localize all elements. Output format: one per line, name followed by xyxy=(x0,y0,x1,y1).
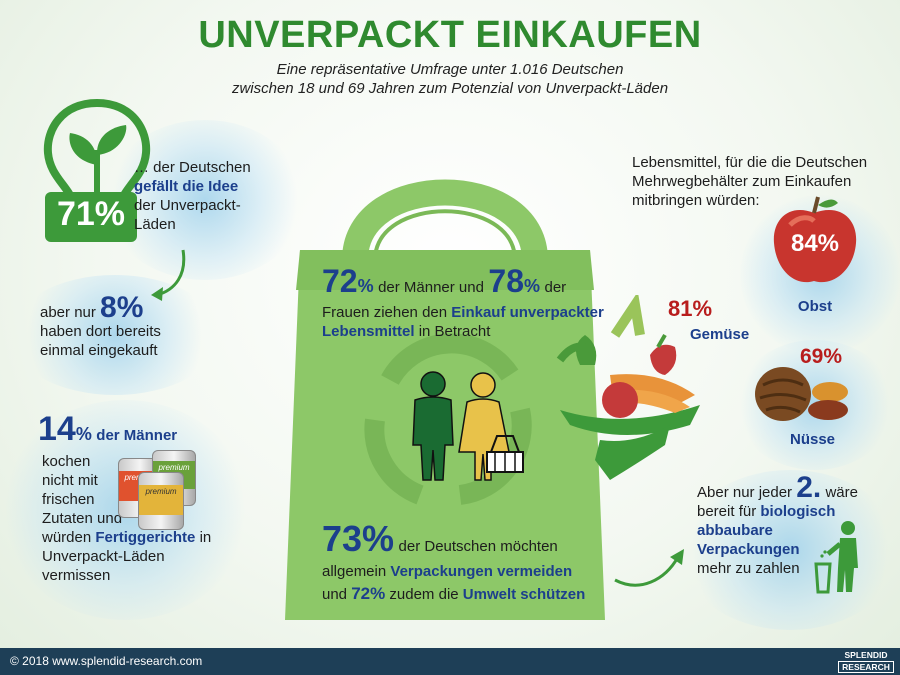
pay-text: Aber nur jeder 2. wäre bereit für biolog… xyxy=(697,473,897,578)
men-cook-percent: 14 xyxy=(38,410,76,448)
bought-text: aber nur 8% haben dort bereits einmal ei… xyxy=(40,293,220,360)
avoid-line-3-percent: 72% xyxy=(351,584,386,603)
obst-label: Obst xyxy=(797,298,833,315)
subtitle-line-1: Eine repräsentative Umfrage unter 1.016 … xyxy=(276,61,624,78)
logo-line-1: SPLENDID xyxy=(844,650,888,660)
can-label: premium xyxy=(139,485,183,515)
page-title: UNVERPACKT EINKAUFEN xyxy=(198,14,702,56)
arrow-right-icon xyxy=(614,549,684,587)
gemuese-percent: 81% xyxy=(668,296,713,321)
consider-men-text: der Männer und xyxy=(378,279,484,296)
men-cook-line-7: vermissen xyxy=(42,567,111,584)
recycling-person-icon xyxy=(814,521,858,594)
bought-line-3: einmal eingekauft xyxy=(40,342,158,359)
consider-line-3-post: in Betracht xyxy=(418,323,491,340)
vegetables-hand-icon xyxy=(556,295,700,480)
couple-icon xyxy=(412,371,524,481)
men-cook-line-2: nicht mit xyxy=(42,472,98,489)
idea-percent-badge xyxy=(45,192,137,242)
consider-pct-sign: % xyxy=(357,276,374,296)
men-cook-line-4: Zutaten und xyxy=(42,510,123,527)
logo-line-2: RESEARCH xyxy=(838,661,894,673)
consider-line-3-highlight: Lebensmittel xyxy=(322,323,415,340)
bubble-pay xyxy=(680,470,900,630)
consider-men-percent: 72 xyxy=(322,263,358,299)
idea-percent: 71% xyxy=(56,195,126,233)
bought-line-2: haben dort bereits xyxy=(40,323,161,340)
men-cook-text: kochen nicht mit frischen Zutaten und wü… xyxy=(42,452,242,585)
consider-women-text: der xyxy=(544,279,567,296)
consider-women-percent: 78 xyxy=(488,263,525,299)
men-cook-line-5-post: in xyxy=(199,529,212,546)
obst-percent: 84% xyxy=(790,230,840,257)
avoid-line-3-highlight: Umwelt schützen xyxy=(462,586,586,603)
idea-text: … der Deutschen gefällt die Idee der Unv… xyxy=(134,158,294,234)
bought-percent: 8% xyxy=(100,291,144,324)
men-cook-percent-sign: % xyxy=(75,424,92,444)
nuts-icon xyxy=(755,367,848,421)
avoid-line-1: der Deutschen möchten xyxy=(398,538,558,555)
avoid-percent: 73% xyxy=(322,518,395,559)
idea-post-1: der Unverpackt- xyxy=(134,197,241,214)
pay-num: 2. xyxy=(796,471,822,504)
page-subtitle: Eine repräsentative Umfrage unter 1.016 … xyxy=(0,60,900,98)
pay-line-3: abbaubare xyxy=(697,522,773,539)
apple-icon xyxy=(773,196,857,283)
consider-line-2-highlight: Einkauf unverpackter xyxy=(451,304,604,321)
bought-pre: aber nur xyxy=(40,304,96,321)
subtitle-line-2: zwischen 18 und 69 Jahren zum Potenzial … xyxy=(231,80,669,97)
consider-line-2-pre: Frauen ziehen den xyxy=(322,304,448,321)
avoid-text: 73% der Deutschen möchten allgemein Verp… xyxy=(322,518,632,604)
idea-pre: … der Deutschen xyxy=(134,159,251,176)
containers-intro-3: mitbringen würden: xyxy=(632,192,760,209)
men-cook-head: der Männer xyxy=(96,427,178,444)
containers-intro-1: Lebensmittel, für die die Deutschen xyxy=(632,154,868,171)
idea-post-2: Läden xyxy=(134,216,176,233)
men-cook-line-3: frischen xyxy=(42,491,95,508)
pay-line-5: mehr zu zahlen xyxy=(697,560,800,577)
consider-text: 72% der Männer und 78% der Frauen ziehen… xyxy=(322,265,612,341)
bubble-bought xyxy=(10,275,220,395)
men-cook-line-6: Unverpackt-Läden xyxy=(42,548,165,565)
pay-pre: Aber nur jeder xyxy=(697,484,793,501)
pay-line-4: Verpackungen xyxy=(697,541,800,558)
nuesse-label: Nüsse xyxy=(790,431,836,448)
footer-copyright: © 2018 www.splendid-research.com xyxy=(10,654,203,668)
men-cook-line-5-pre: würden xyxy=(42,529,92,546)
avoid-line-2-pre: allgemein xyxy=(322,563,387,580)
splendid-research-logo: SPLENDID RESEARCH xyxy=(838,650,894,673)
idea-highlight: gefällt die Idee xyxy=(134,178,239,195)
avoid-line-3-mid: zudem die xyxy=(389,586,459,603)
footer-bar xyxy=(0,648,900,675)
men-cook-line-1: kochen xyxy=(42,453,91,470)
avoid-line-3-pre: und xyxy=(322,586,348,603)
nuesse-percent: 69% xyxy=(800,345,843,368)
arrow-down-icon xyxy=(151,249,186,301)
gemuese-label: Gemüse xyxy=(690,326,750,343)
pay-line-2-highlight: biologisch xyxy=(760,503,836,520)
men-cook-headline: 14% der Männer xyxy=(38,410,177,449)
men-cook-line-5-highlight: Fertiggerichte xyxy=(95,529,196,546)
containers-intro: Lebensmittel, für die die Deutschen Mehr… xyxy=(632,153,892,210)
avoid-line-2-highlight: Verpackungen vermeiden xyxy=(390,563,573,580)
pay-post: wäre xyxy=(825,484,858,501)
pay-line-2-pre: bereit für xyxy=(697,503,757,520)
containers-intro-2: Mehrwegbehälter zum Einkaufen xyxy=(632,173,852,190)
can-icon: premium xyxy=(138,472,184,530)
bubble-idea xyxy=(105,120,305,280)
consider-pct-sign: % xyxy=(524,276,541,296)
